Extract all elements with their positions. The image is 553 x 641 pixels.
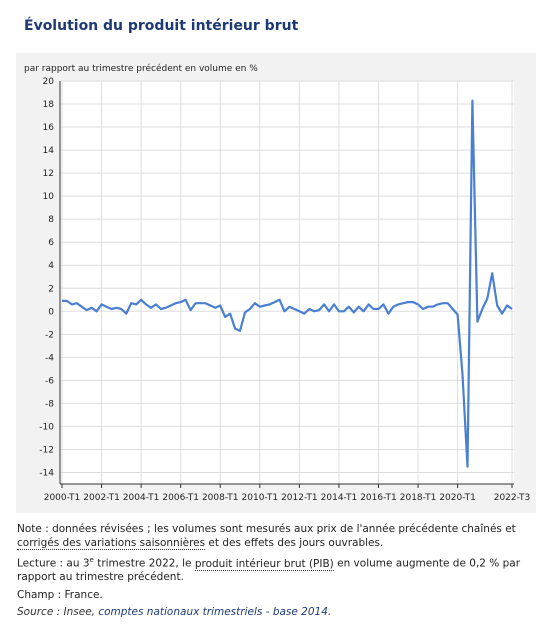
y-tick-label: 4 (48, 261, 54, 271)
x-tick-label: 2016-T1 (360, 493, 397, 503)
lecture-text-3: en volume augmente de 0,2 % par rapport … (17, 557, 521, 584)
lecture-text-2: trimestre 2022, le (93, 557, 195, 570)
plot-area (60, 81, 514, 484)
y-tick-label: 10 (43, 192, 55, 202)
lecture-text: Lecture : au 3 (17, 557, 90, 570)
seasonal-adjustment-link[interactable]: corrigés des variations saisonnières (17, 536, 206, 550)
chart-notes: Note : données révisées ; les volumes so… (17, 523, 537, 624)
champ-paragraph: Champ : France. (17, 588, 103, 601)
x-tick-label: 2006-T1 (162, 493, 199, 503)
y-tick-label: -10 (39, 422, 54, 432)
lecture-sup: e (89, 556, 94, 564)
x-tick-label: 2010-T1 (242, 493, 279, 503)
y-tick-label: 12 (43, 169, 54, 179)
x-tick-label: 2004-T1 (123, 493, 160, 503)
source-link[interactable]: comptes nationaux trimestriels - base 20… (98, 606, 328, 618)
y-tick-label: -2 (45, 330, 54, 340)
y-tick-label: 18 (43, 100, 55, 110)
note-paragraph: Note : données révisées ; les volumes so… (17, 523, 537, 550)
gdp-series-line (62, 99, 513, 468)
x-tick-label: 2022-T3 (494, 493, 531, 503)
page-title: Évolution du produit intérieur brut (24, 18, 299, 34)
y-axis-label: par rapport au trimestre précédent en vo… (24, 63, 258, 74)
y-tick-label: -12 (39, 445, 54, 455)
source-paragraph: Source : Insee, comptes nationaux trimes… (17, 606, 537, 620)
y-tick-label: 8 (48, 215, 54, 225)
x-tick-label: 2014-T1 (321, 493, 358, 503)
x-tick-label: 2002-T1 (83, 493, 120, 503)
y-tick-label: -6 (45, 376, 54, 386)
x-tick-label: 2020-T1 (439, 493, 476, 503)
pib-link[interactable]: produit intérieur brut (PIB) (194, 557, 334, 571)
x-tick-labels: 2000-T1 2002-T1 2004-T1 2006-T1 2008-T1 2010-… (44, 484, 531, 503)
y-tick-label: 0 (48, 307, 54, 317)
gdp-line-chart: par rapport au trimestre précédent en vo… (24, 63, 531, 503)
x-tick-label: 2000-T1 (44, 493, 81, 503)
y-tick-label: 2 (48, 284, 54, 294)
grid-lines (60, 80, 514, 484)
y-tick-label: 6 (48, 238, 54, 248)
source-suffix: . (327, 606, 332, 618)
x-tick-label: 2008-T1 (202, 493, 239, 503)
y-tick-label: 14 (43, 146, 55, 156)
lecture-paragraph: Lecture : au 3e trimestre 2022, le produ… (17, 554, 537, 585)
x-tick-label: 2012-T1 (281, 493, 318, 503)
y-tick-label: -14 (39, 468, 54, 478)
y-tick-label: 20 (43, 77, 55, 87)
note-text-end: et des effets des jours ouvrables. (205, 536, 384, 549)
x-tick-label: 2018-T1 (400, 493, 437, 503)
note-text: Note : données révisées ; les volumes so… (17, 523, 516, 535)
y-tick-label: 16 (43, 123, 55, 133)
source-prefix: Source : Insee, (17, 606, 99, 618)
y-tick-label: -4 (45, 353, 54, 363)
y-tick-label: -8 (45, 399, 54, 409)
